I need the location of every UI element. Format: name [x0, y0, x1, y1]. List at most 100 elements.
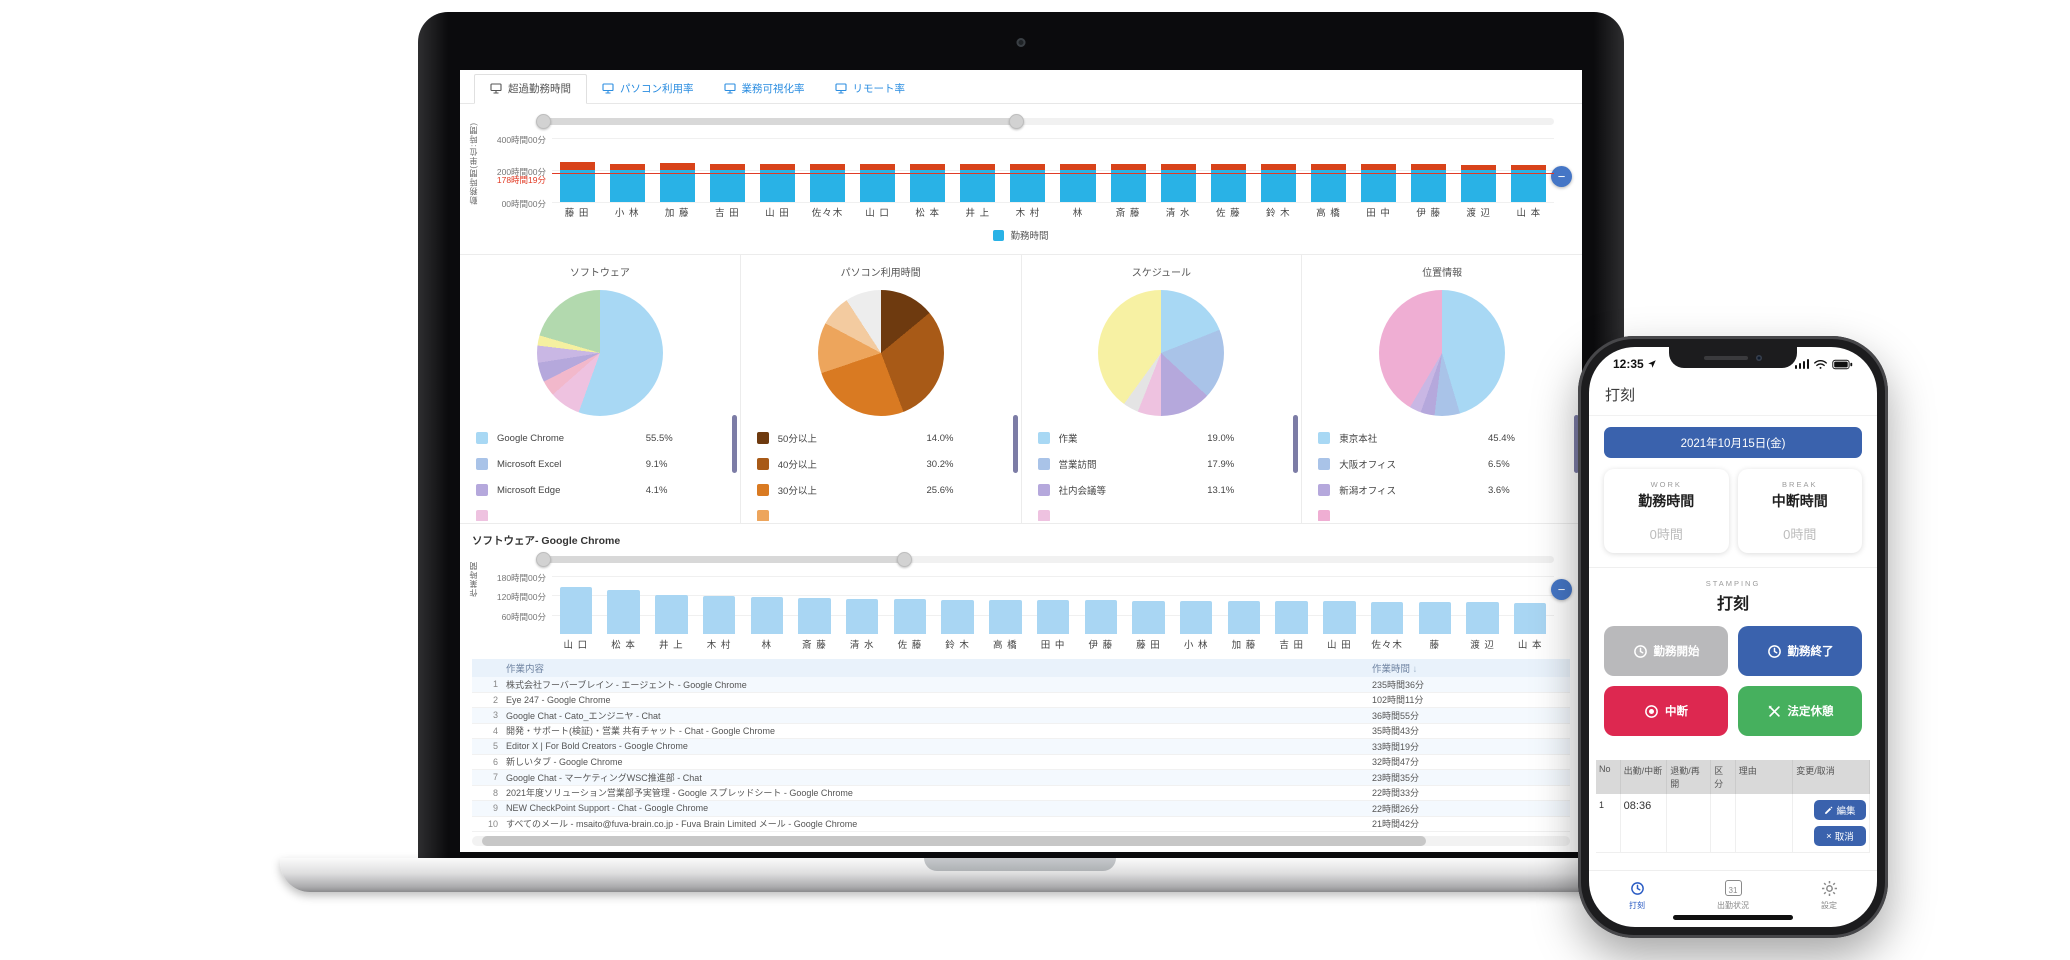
table-row[interactable]: 4 開発・サポート(検証)・営業 共有チャット - Chat - Google C… — [472, 724, 1570, 739]
home-indicator[interactable] — [1673, 915, 1793, 920]
work-bar-segment[interactable] — [910, 170, 946, 202]
chart-zoom-button[interactable]: − — [1551, 166, 1572, 187]
work-bar[interactable] — [655, 595, 688, 634]
stamp-button-4[interactable]: 法定休憩 — [1738, 686, 1862, 736]
overtime-bar-segment[interactable] — [1210, 164, 1246, 170]
work-bar[interactable] — [941, 599, 974, 634]
overtime-bar-segment[interactable] — [1010, 164, 1046, 170]
overtime-bar-segment[interactable] — [1461, 164, 1497, 170]
work-bar[interactable] — [989, 599, 1022, 634]
work-bar[interactable] — [702, 596, 736, 634]
work-bar[interactable] — [1227, 600, 1261, 634]
table-row[interactable]: 1 株式会社フーバーブレイン - エージェント - Google Chrome 23… — [472, 677, 1570, 693]
work-bar[interactable] — [1036, 599, 1070, 634]
slider-track[interactable] — [538, 118, 1554, 125]
table-row[interactable]: 9 NEW CheckPoint Support - Chat - Google … — [472, 801, 1570, 817]
work-bar-segment[interactable] — [1160, 170, 1196, 202]
tab-1[interactable]: 超過勤務時間 — [474, 74, 587, 104]
slider-range[interactable] — [538, 556, 904, 563]
work-bar[interactable] — [1466, 602, 1499, 634]
table-row[interactable]: 10 すべてのメール - msaito@fuva-brain.co.jp - Fu… — [472, 817, 1570, 832]
tab-4[interactable]: リモート率 — [820, 75, 921, 103]
work-bar-segment[interactable] — [860, 170, 896, 202]
overtime-bar-segment[interactable] — [809, 163, 846, 170]
tab-3[interactable]: 業務可視化率 — [709, 75, 820, 103]
slider-handle-left[interactable] — [536, 552, 552, 567]
overtime-bar-segment[interactable] — [759, 163, 795, 170]
work-bar[interactable] — [798, 597, 831, 634]
stamp-button-2[interactable]: 勤務終了 — [1738, 626, 1862, 676]
edit-button[interactable]: 編集 — [1813, 800, 1866, 820]
work-bar-segment[interactable] — [1210, 170, 1246, 202]
stamp-button-3[interactable]: 中断 — [1604, 686, 1728, 736]
nav-item-gear[interactable]: 設定 — [1781, 878, 1877, 911]
work-bar-segment[interactable] — [1361, 170, 1397, 202]
tab-2[interactable]: パソコン利用率 — [587, 75, 709, 103]
work-bar-segment[interactable] — [1060, 170, 1096, 202]
overtime-bar-segment[interactable] — [1361, 164, 1397, 170]
overtime-bar-segment[interactable] — [1110, 164, 1146, 170]
work-bar-segment[interactable] — [1260, 170, 1296, 202]
table-row[interactable]: 5 Editor X | For Bold Creators - Google C… — [472, 739, 1570, 755]
overtime-bar-segment[interactable] — [1511, 164, 1547, 170]
work-bar[interactable] — [607, 589, 640, 634]
overtime-bar-segment[interactable] — [709, 163, 745, 170]
overtime-bar-segment[interactable] — [1310, 164, 1346, 170]
overtime-bar-segment[interactable] — [1260, 164, 1296, 170]
cancel-button[interactable]: × 取消 — [1813, 826, 1866, 846]
work-bar-segment[interactable] — [960, 170, 996, 202]
overtime-bar-segment[interactable] — [659, 163, 695, 170]
overtime-bar-segment[interactable] — [1060, 163, 1096, 170]
slider-range[interactable] — [538, 118, 1016, 125]
nav-item-calendar[interactable]: 31 出勤状況 — [1685, 878, 1781, 911]
work-bar[interactable] — [1179, 600, 1213, 634]
overtime-bar-segment[interactable] — [609, 163, 645, 170]
panel-scrollbar-thumb[interactable] — [1012, 415, 1018, 473]
panel-scrollbar-thumb[interactable] — [731, 415, 737, 473]
overtime-bar-segment[interactable] — [1411, 164, 1447, 170]
work-bar[interactable] — [559, 587, 593, 634]
overtime-bar-segment[interactable] — [960, 163, 996, 170]
work-bar[interactable] — [750, 597, 783, 634]
work-bar[interactable] — [1514, 602, 1547, 634]
work-bar-segment[interactable] — [1310, 170, 1346, 202]
work-bar[interactable] — [845, 598, 879, 634]
work-bar-segment[interactable] — [559, 170, 595, 202]
work-bar-segment[interactable] — [609, 170, 645, 202]
work-bar[interactable] — [1275, 601, 1308, 634]
work-bar-segment[interactable] — [709, 170, 745, 202]
overtime-bar-segment[interactable] — [559, 162, 595, 170]
overtime-chart-range-slider[interactable] — [536, 114, 1554, 129]
panel-scrollbar-thumb[interactable] — [1293, 415, 1299, 473]
work-bar-segment[interactable] — [1110, 170, 1146, 202]
work-bar[interactable] — [1132, 600, 1165, 634]
horizontal-scrollbar[interactable] — [472, 836, 1570, 846]
software-chart-range-slider[interactable] — [536, 552, 1554, 567]
slider-handle-right[interactable] — [1008, 114, 1024, 129]
work-bar-segment[interactable] — [1010, 170, 1046, 202]
work-bar-segment[interactable] — [809, 170, 846, 202]
nav-item-clock[interactable]: 打刻 — [1589, 878, 1685, 911]
chart-zoom-button[interactable]: − — [1551, 579, 1572, 600]
stamp-button-1[interactable]: 勤務開始 — [1604, 626, 1728, 676]
work-bar-segment[interactable] — [1461, 170, 1497, 202]
table-row[interactable]: 8 2021年度ソリューション営業部予実管理 - Google スプレッドシート … — [472, 786, 1570, 801]
panel-scrollbar-thumb[interactable] — [1574, 415, 1579, 473]
slider-track[interactable] — [538, 556, 1554, 563]
work-bar-segment[interactable] — [759, 170, 795, 202]
scrollbar-thumb[interactable] — [482, 836, 1427, 846]
work-bar[interactable] — [1418, 602, 1452, 634]
work-bar-segment[interactable] — [659, 170, 695, 202]
work-bar[interactable] — [893, 599, 927, 634]
overtime-bar-segment[interactable] — [860, 163, 896, 170]
table-row[interactable]: 3 Google Chat - Cato_エンジニヤ - Chat 36時間55分 — [472, 708, 1570, 724]
work-bar[interactable] — [1370, 601, 1404, 634]
work-bar[interactable] — [1084, 600, 1117, 634]
work-bar-segment[interactable] — [1511, 170, 1547, 202]
table-row[interactable]: 7 Google Chat - マーケティングWSC推進部 - Chat 23時間3… — [472, 770, 1570, 786]
date-picker-button[interactable]: 2021年10月15日(金) — [1604, 427, 1862, 458]
work-bar[interactable] — [1323, 601, 1356, 634]
overtime-bar-segment[interactable] — [1160, 164, 1196, 170]
slider-handle-left[interactable] — [536, 114, 552, 129]
table-row[interactable]: 2 Eye 247 - Google Chrome 102時間11分 — [472, 693, 1570, 708]
